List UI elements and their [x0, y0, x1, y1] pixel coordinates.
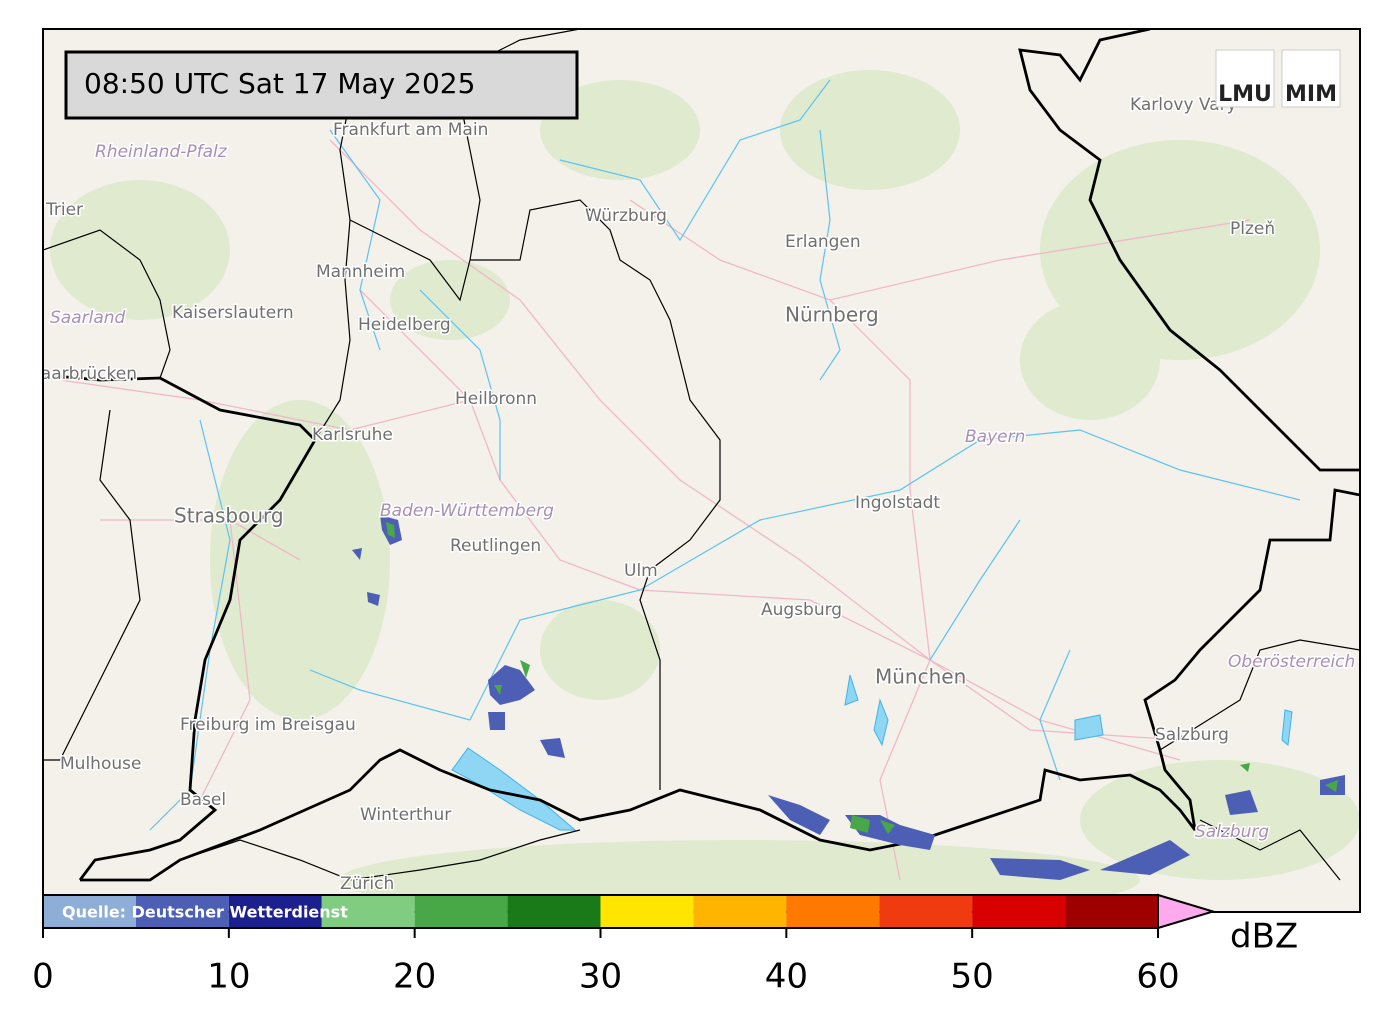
place-label: Strasbourg: [174, 504, 284, 528]
logo-text: LMU: [1218, 82, 1272, 107]
region-label: Salzburg: [1195, 822, 1269, 842]
colorbar-segment: [414, 895, 508, 928]
source-label: Quelle: Deutscher Wetterdienst: [62, 903, 348, 922]
region-label: Bayern: [965, 427, 1025, 447]
colorbar-segment: [600, 895, 694, 928]
colorbar-segment: [879, 895, 973, 928]
place-label: Mannheim: [316, 262, 405, 282]
region-label: Oberösterreich: [1228, 652, 1355, 672]
place-label: Heidelberg: [358, 315, 451, 335]
colorbar-tick-label: 10: [207, 957, 250, 997]
forest: [50, 70, 1360, 912]
place-label: München: [875, 665, 966, 689]
colorbar-segment: [507, 895, 601, 928]
place-label: Saarbrücken: [30, 364, 137, 384]
place-label: Winterthur: [360, 805, 451, 825]
colorbar-tick-label: 50: [951, 957, 994, 997]
roads: [59, 139, 1251, 881]
timestamp: 08:50 UTC Sat 17 May 2025: [84, 67, 475, 100]
colorbar-segment: [786, 895, 880, 928]
region-label: Baden-Württemberg: [380, 501, 554, 521]
place-label: Mulhouse: [60, 754, 141, 774]
place-label: Augsburg: [761, 600, 842, 620]
region-label: Rheinland-Pfalz: [95, 142, 228, 162]
colorbar: Quelle: Deutscher Wetterdienst 0 10 20 30 40 5…: [32, 893, 1298, 997]
logo: LMU MIM: [1215, 49, 1341, 108]
logo-box: [1215, 49, 1275, 108]
place-label: Freiburg im Breisgau: [180, 715, 356, 735]
map: Frankfurt am Main Würzburg Erlangen Nürn…: [30, 29, 1360, 912]
place-label: Karlsruhe: [312, 425, 393, 445]
place-label: Karlovy Vary: [1130, 95, 1237, 115]
place-label: Basel: [180, 790, 226, 810]
place-label: Erlangen: [785, 232, 861, 252]
logo-box: [1281, 49, 1341, 108]
colorbar-segment: [43, 895, 136, 928]
place-label: Heilbronn: [455, 389, 537, 409]
place-label: Nürnberg: [785, 303, 879, 327]
place-label: Ingolstadt: [855, 493, 940, 513]
place-label: Plzeň: [1230, 219, 1275, 239]
colorbar-tick-label: 0: [32, 957, 54, 997]
colorbar-unit: dBZ: [1230, 917, 1298, 957]
radar-echoes-strong: [386, 522, 1338, 834]
place-label: Reutlingen: [450, 536, 541, 556]
place-labels: Frankfurt am Main Würzburg Erlangen Nürn…: [30, 94, 1357, 896]
timestamp-box: [64, 50, 579, 120]
region-label: Saarland: [50, 308, 126, 328]
rivers: [149, 79, 1301, 831]
logo-text: MIM: [1285, 82, 1337, 107]
place-label: Ulm: [624, 561, 658, 581]
place-label: Würzburg: [585, 206, 667, 226]
place-label: Trier: [45, 200, 83, 220]
colorbar-segment: [135, 895, 229, 928]
lakes: [451, 674, 1293, 831]
colorbar-tick-label: 30: [579, 957, 622, 997]
colorbar-tick-label: 40: [765, 957, 808, 997]
place-label: Frankfurt am Main: [333, 120, 488, 140]
colorbar-tick-label: 60: [1136, 957, 1179, 997]
colorbar-segment: [693, 895, 787, 928]
place-label: Salzburg: [1155, 725, 1229, 745]
colorbar-segment: [228, 895, 322, 928]
colorbar-segment: [972, 895, 1066, 928]
colorbar-segment: [321, 895, 415, 928]
borders: [43, 29, 1360, 882]
colorbar-segment: [1065, 895, 1158, 928]
colorbar-tick-label: 20: [393, 957, 436, 997]
place-label: Kaiserslautern: [172, 303, 294, 323]
place-label: Zürich: [340, 874, 394, 894]
